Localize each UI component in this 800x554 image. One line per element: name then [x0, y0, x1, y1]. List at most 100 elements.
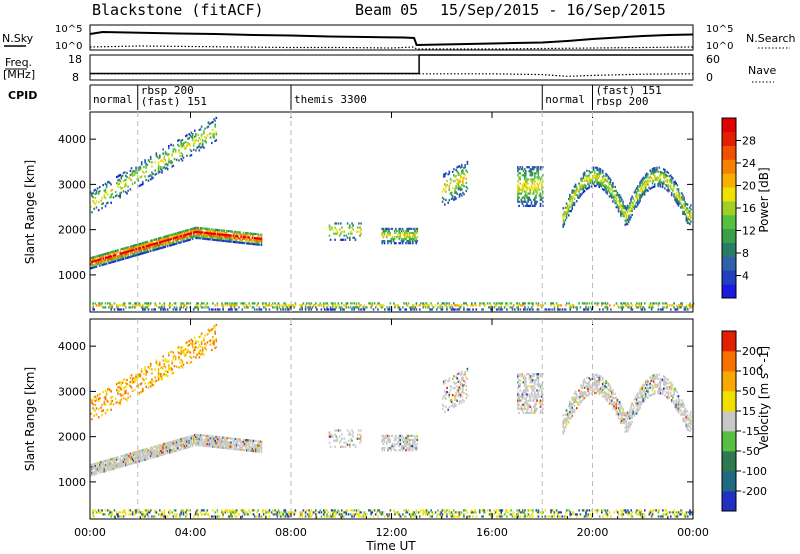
power-cell — [653, 185, 656, 188]
power-cell — [169, 242, 171, 245]
power-cell — [581, 186, 584, 189]
power-cell — [96, 187, 99, 190]
power-cell — [523, 200, 526, 203]
power-cell — [612, 200, 614, 203]
power-cell — [690, 212, 692, 215]
velocity-cell — [598, 388, 601, 391]
power-cell — [161, 244, 163, 247]
velocity-cell — [529, 399, 532, 402]
power-cell — [149, 155, 152, 158]
power-cell — [164, 235, 167, 238]
power-cell — [96, 261, 99, 264]
velocity-cell — [198, 356, 201, 359]
power-cell — [171, 241, 173, 244]
power-cell — [642, 176, 645, 179]
power-cell — [116, 251, 118, 254]
power-cell — [232, 304, 235, 307]
power-cell — [120, 181, 123, 184]
velocity-cell — [169, 449, 171, 452]
velocity-cell — [180, 446, 182, 449]
power-cell — [406, 231, 408, 235]
power-cell — [95, 255, 98, 258]
power-cell — [609, 194, 612, 198]
velocity-cell — [108, 467, 110, 470]
power-cell — [574, 183, 577, 186]
power-cell — [113, 308, 116, 311]
power-cell — [123, 247, 126, 250]
power-cell — [590, 185, 593, 188]
velocity-cell — [131, 460, 134, 463]
velocity-cell — [187, 438, 189, 441]
velocity-cell — [350, 437, 352, 440]
power-cell — [162, 152, 164, 155]
velocity-cell — [171, 368, 173, 371]
velocity-cell — [533, 397, 535, 400]
power-cell — [621, 208, 623, 211]
power-cell — [185, 233, 187, 236]
velocity-cell — [569, 410, 571, 414]
power-cell — [300, 306, 302, 309]
power-cell — [118, 255, 120, 258]
power-cell — [180, 237, 182, 240]
power-cell — [113, 250, 116, 253]
velocity-cell — [540, 383, 543, 386]
velocity-cell — [165, 446, 168, 449]
power-cell — [218, 231, 221, 234]
power-cell — [680, 306, 682, 309]
power-cell — [613, 194, 615, 197]
station-title: Blackstone (fitACF) — [92, 1, 264, 19]
velocity-cell — [99, 465, 101, 468]
power-cell — [682, 212, 684, 215]
power-cell — [448, 304, 450, 307]
velocity-cell — [604, 395, 606, 398]
velocity-cell — [183, 445, 186, 448]
velocity-cell — [521, 397, 524, 400]
power-cell — [526, 186, 528, 189]
power-cell — [308, 308, 310, 311]
power-cell — [168, 304, 170, 307]
power-cell — [409, 236, 412, 239]
power-cell — [616, 193, 619, 197]
velocity-cell — [404, 440, 406, 444]
power-cell — [192, 235, 195, 238]
velocity-cell — [179, 442, 181, 445]
power-cell — [189, 236, 192, 239]
power-cell — [148, 246, 151, 249]
power-cell — [197, 133, 199, 136]
power-cell — [566, 302, 568, 305]
velocity-cell — [161, 445, 163, 448]
power-cell — [175, 242, 178, 245]
power-cell — [251, 234, 254, 237]
power-cell — [604, 183, 606, 187]
power-cell — [452, 302, 455, 305]
velocity-cell — [517, 395, 519, 398]
power-cell — [535, 172, 537, 175]
velocity-cell — [127, 461, 129, 464]
power-cell — [126, 171, 128, 175]
power-cell — [449, 178, 452, 181]
power-cell — [631, 201, 633, 204]
velocity-cell — [203, 440, 205, 443]
power-cell — [615, 202, 618, 205]
power-cell — [308, 302, 310, 305]
velocity-cell — [163, 364, 166, 368]
velocity-cell — [454, 394, 456, 398]
power-cell — [498, 302, 500, 305]
power-cell — [207, 238, 210, 241]
power-cell — [620, 212, 622, 215]
velocity-cell — [105, 391, 108, 394]
power-cell — [178, 233, 180, 236]
power-cell — [507, 304, 509, 307]
power-cell — [681, 204, 683, 207]
power-cell — [603, 174, 605, 177]
power-cell — [388, 308, 391, 311]
power-cell — [164, 237, 167, 240]
velocity-cell — [189, 361, 192, 364]
velocity-cell — [128, 383, 130, 386]
power-cell — [648, 186, 650, 189]
power-cell — [164, 308, 167, 311]
power-cell — [459, 166, 462, 169]
velocity-cell — [163, 449, 166, 452]
velocity-cell — [242, 444, 245, 447]
velocity-cell — [382, 438, 385, 442]
